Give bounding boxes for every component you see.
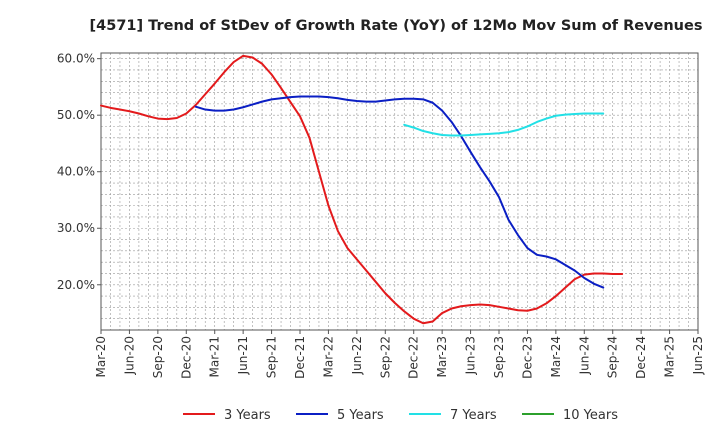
y-tick-label: 50.0% xyxy=(57,108,95,122)
legend-item-10-years: 10 Years xyxy=(522,408,618,423)
x-tick-label: Mar-22 xyxy=(321,336,335,377)
legend-item-7-years: 7 Years xyxy=(409,408,497,423)
series-line-5-years xyxy=(194,95,605,289)
x-tick-label: Jun-24 xyxy=(577,336,591,375)
x-tick-label: Mar-24 xyxy=(549,336,563,377)
legend-label: 7 Years xyxy=(450,408,497,423)
series-line-7-years xyxy=(403,112,605,137)
x-tick-label: Mar-20 xyxy=(94,336,108,377)
y-tick-label: 20.0% xyxy=(57,278,95,292)
x-tick-label: Sep-22 xyxy=(378,336,392,378)
series-line-3-years xyxy=(100,54,624,325)
x-tick-label: Sep-21 xyxy=(265,336,279,378)
x-tick-label: Jun-20 xyxy=(122,336,136,375)
y-tick-label: 60.0% xyxy=(57,52,95,66)
legend-item-3-years: 3 Years xyxy=(183,408,271,423)
x-tick-label: Sep-23 xyxy=(492,336,506,378)
chart-title: [4571] Trend of StDev of Growth Rate (Yo… xyxy=(90,18,703,34)
x-tick-label: Jun-22 xyxy=(350,336,364,375)
x-tick-label: Dec-21 xyxy=(293,336,307,379)
y-tick-label: 30.0% xyxy=(57,221,95,235)
legend: 3 Years 5 Years 7 Years 10 Years xyxy=(183,408,618,423)
legend-label: 10 Years xyxy=(563,408,618,423)
x-tick-label: Jun-21 xyxy=(236,336,250,375)
x-tick-label: Dec-24 xyxy=(634,336,648,379)
legend-label: 3 Years xyxy=(224,408,271,423)
x-tick-label: Dec-22 xyxy=(407,336,421,379)
x-tick-label: Jun-23 xyxy=(464,336,478,375)
legend-label: 5 Years xyxy=(337,408,384,423)
x-tick-label: Sep-24 xyxy=(606,336,620,378)
x-tick-label: Sep-20 xyxy=(151,336,165,378)
series-layer xyxy=(100,54,624,325)
plot-background xyxy=(101,53,698,330)
y-tick-label: 40.0% xyxy=(57,165,95,179)
x-tick-label: Mar-21 xyxy=(208,336,222,377)
x-tick-label: Mar-23 xyxy=(435,336,449,377)
x-tick-label: Dec-20 xyxy=(179,336,193,379)
x-tick-label: Mar-25 xyxy=(663,336,677,377)
x-tick-label: Jun-25 xyxy=(691,336,705,375)
plot-frame xyxy=(100,52,699,331)
x-tick-label: Dec-23 xyxy=(520,336,534,379)
legend-item-5-years: 5 Years xyxy=(296,408,384,423)
